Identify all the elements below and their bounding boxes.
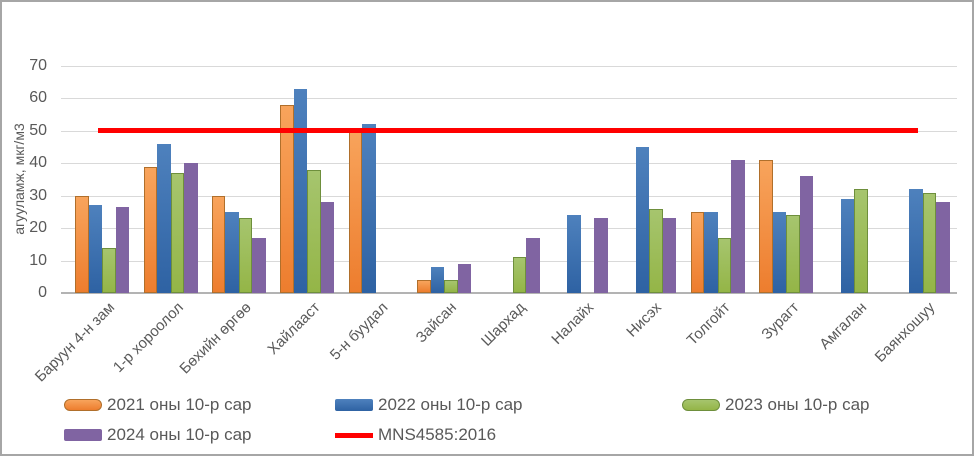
bar-2021 оны 10-р сар-Толгойт [690,211,705,293]
bar-2023 оны 10-р сар-Шархад [512,257,526,293]
y-tick-label-60: 60 [29,89,47,107]
legend-item-2024 оны 10-р сар: 2024 оны 10-р сар [64,425,251,445]
legend-swatch-icon [335,432,373,438]
bar-2022 оны 10-р сар-Бөхийн өргөө [225,211,239,293]
bar-2022 оны 10-р сар-Зурагт [772,211,786,293]
gridline-10 [61,260,957,262]
y-axis-title: агууламж, мкг/м3 [11,123,27,235]
bar-2021 оны 10-р сар-5-н буудал [348,127,363,293]
legend-swatch-icon [682,399,720,411]
legend-item-2022 оны 10-р сар: 2022 оны 10-р сар [335,395,522,415]
bar-2024 оны 10-р сар-Хайлааст [320,202,335,293]
bar-2021 оны 10-р сар-Бөхийн өргөө [211,195,226,293]
bar-2023 оны 10-р сар-Зурагт [786,215,800,293]
gridline-70 [61,66,957,67]
gridline-30 [61,195,957,197]
legend-label: 2022 оны 10-р сар [378,395,523,414]
bar-2021 оны 10-р сар-1-р хороолол [143,166,158,293]
bar-2023 оны 10-р сар-Баянхошуу [922,192,937,293]
bar-2022 оны 10-р сар-Хайлааст [293,88,308,293]
legend-item-MNS4585:2016: MNS4585:2016 [335,425,496,445]
x-category-label-Хайлааст: Хайлааст [264,299,324,359]
x-category-label-Баянхошуу: Баянхошуу [872,299,939,366]
gridline-40 [61,163,957,165]
bar-2023 оны 10-р сар-Хайлааст [307,169,321,293]
bar-2023 оны 10-р сар-1-р хороолол [170,173,185,293]
reference-line-MNS4585:2016 [98,128,918,134]
bar-2022 оны 10-р сар-Нисэх [635,147,650,293]
bar-2022 оны 10-р сар-Амгалан [840,199,855,293]
bar-2023 оны 10-р сар-Амгалан [854,189,868,293]
bar-2024 оны 10-р сар-Толгойт [731,160,745,293]
bar-2022 оны 10-р сар-Зайсан [430,267,445,293]
y-tick-label-70: 70 [29,57,47,74]
gridline-60 [61,98,957,100]
x-category-label-Амгалан: Амгалан [816,299,871,353]
bar-2021 оны 10-р сар-Зурагт [759,160,773,293]
bar-2024 оны 10-р сар-Баруун 4-н зам [115,207,130,293]
y-tick-label-40: 40 [29,154,47,172]
x-category-label-1-р хороолол: 1-р хороолол [109,299,187,377]
x-axis-line [61,292,957,294]
legend-swatch-icon [64,429,102,441]
bar-2024 оны 10-р сар-Баянхошуу [936,202,950,293]
y-tick-label-50: 50 [29,121,47,139]
bar-2024 оны 10-р сар-Налайх [594,218,608,293]
bar-2022 оны 10-р сар-Толгойт [704,211,718,293]
bar-2023 оны 10-р сар-Бөхийн өргөө [238,218,253,293]
y-tick-label-10: 10 [29,251,47,269]
bar-2023 оны 10-р сар-Нисэх [649,208,663,293]
legend-label: 2023 оны 10-р сар [725,395,870,414]
bar-2022 оны 10-р сар-Баянхошуу [909,189,923,293]
bar-2023 оны 10-р сар-Толгойт [717,237,732,293]
x-category-label-Зурагт: Зурагт [757,299,803,344]
legend-item-2023 оны 10-р сар: 2023 оны 10-р сар [682,395,869,415]
x-category-label-Нисэх: Нисэх [623,299,666,341]
bar-2024 оны 10-р сар-1-р хороолол [184,163,198,293]
legend-item-2021 оны 10-р сар: 2021 оны 10-р сар [64,395,251,415]
y-tick-label-0: 0 [38,284,47,301]
bar-2022 оны 10-р сар-Налайх [567,215,581,293]
bar-2021 оны 10-р сар-Зайсан [417,280,431,293]
bar-2021 оны 10-р сар-Баруун 4-н зам [75,195,89,293]
bar-2024 оны 10-р сар-Бөхийн өргөө [252,237,266,293]
bar-2022 оны 10-р сар-1-р хороолол [157,143,171,293]
x-category-label-Баруун 4-н зам: Баруун 4-н зам [31,299,119,386]
bar-2024 оны 10-р сар-Нисэх [662,218,677,293]
x-category-label-Налайх: Налайх [547,299,597,348]
bar-2023 оны 10-р сар-Баруун 4-н зам [102,247,116,293]
y-tick-label-30: 30 [29,186,47,204]
bar-2023 оны 10-р сар-Зайсан [444,280,458,293]
bar-2022 оны 10-р сар-5-н буудал [362,124,376,293]
y-tick-label-20: 20 [29,219,47,237]
x-category-label-5-н буудал: 5-н буудал [327,299,392,364]
legend-label: MNS4585:2016 [378,425,497,444]
bar-2024 оны 10-р сар-Шархад [526,237,540,293]
x-category-label-Зайсан: Зайсан [412,299,461,347]
legend-swatch-icon [335,399,373,411]
bar-2021 оны 10-р сар-Хайлааст [280,104,294,293]
gridline-20 [61,228,957,230]
x-category-label-Шархад: Шархад [477,299,529,350]
legend-label: 2024 оны 10-р сар [107,425,252,444]
bar-2024 оны 10-р сар-Зурагт [799,176,813,293]
x-category-label-Толгойт: Толгойт [683,299,734,349]
x-category-label-Бөхийн өргөө: Бөхийн өргөө [176,299,256,378]
bar-2022 оны 10-р сар-Баруун 4-н зам [88,205,103,293]
legend-swatch-icon [64,399,102,411]
bar-2024 оны 10-р сар-Зайсан [457,263,472,293]
legend-label: 2021 оны 10-р сар [107,395,252,414]
